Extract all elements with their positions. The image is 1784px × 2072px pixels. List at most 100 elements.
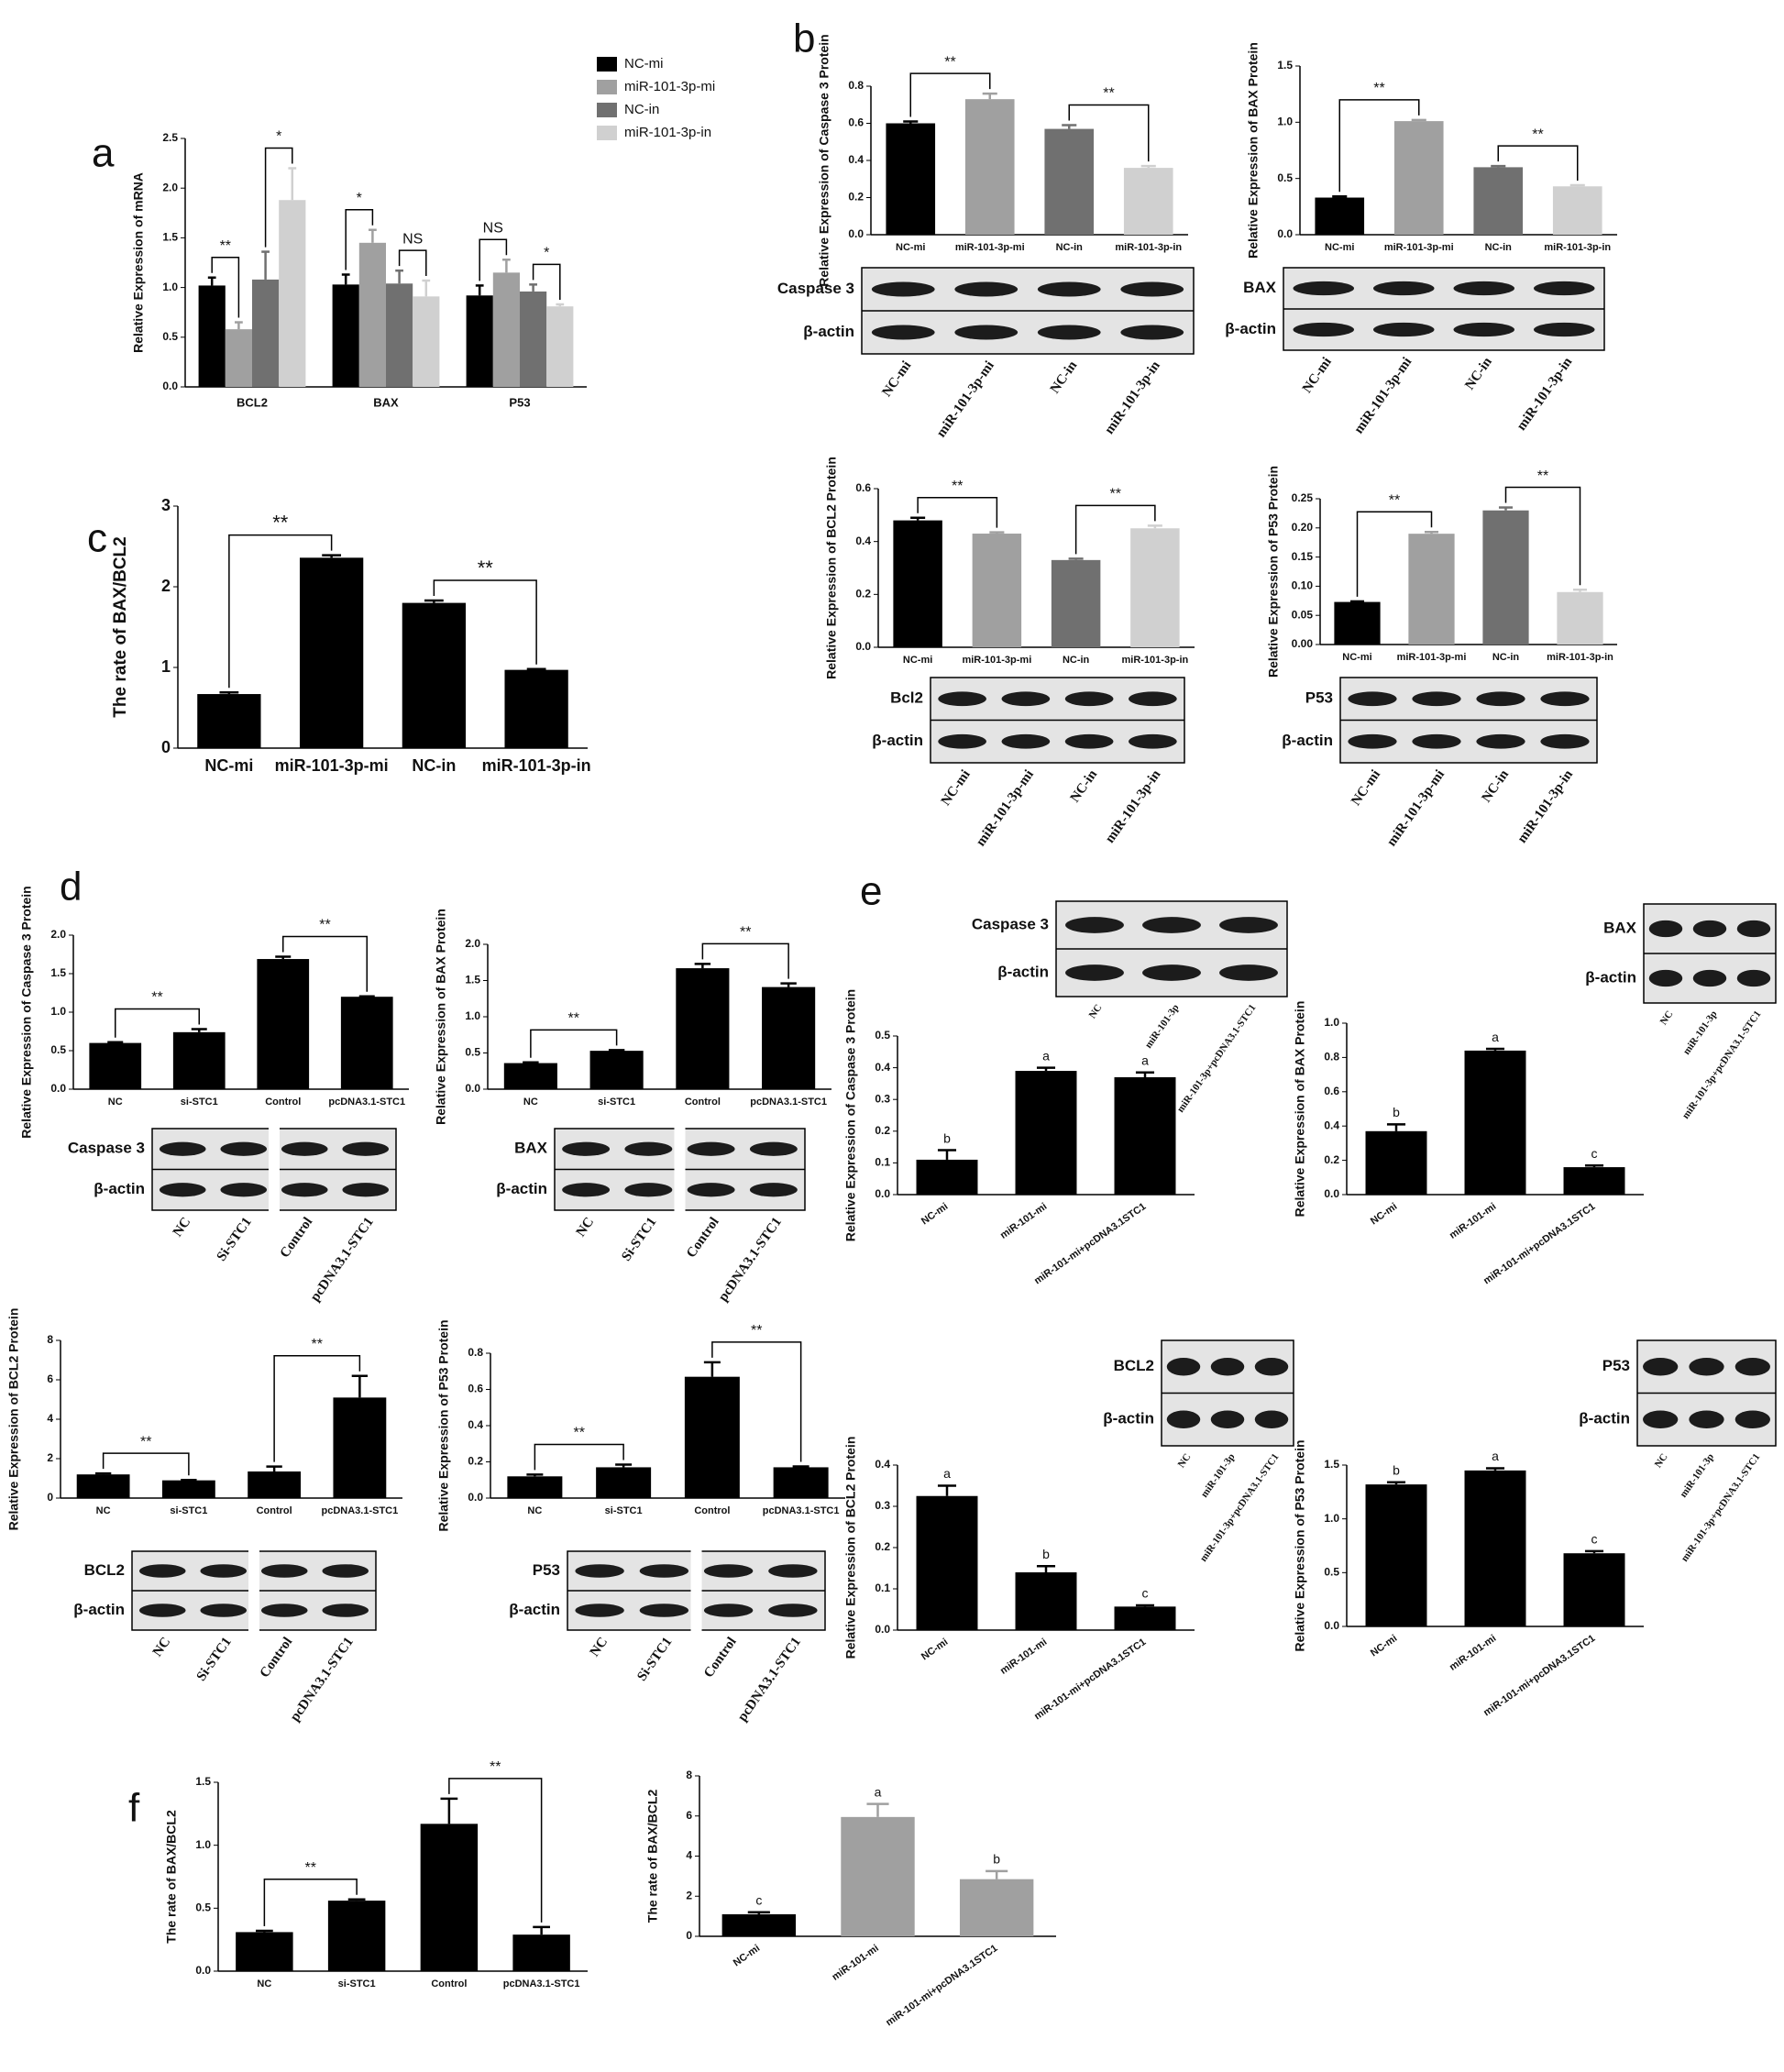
- x-tick-label: NC-mi: [1325, 242, 1354, 253]
- blot-lane-label: NC-mi: [1300, 355, 1335, 396]
- blot-band: [1254, 1410, 1289, 1429]
- x-tick-label: pcDNA3.1-STC1: [503, 1978, 580, 1989]
- x-tick-label: pcDNA3.1-STC1: [322, 1505, 399, 1516]
- bar: [520, 291, 547, 387]
- y-tick-label: 1.0: [50, 1005, 66, 1018]
- x-tick-label: miR-101-3p-mi: [955, 242, 1025, 253]
- significance-bracket: [345, 208, 374, 270]
- blot-band: [159, 1183, 206, 1197]
- y-tick-label: 2: [686, 1889, 692, 1901]
- y-axis-label: Relative Expression of P53 Protein: [1266, 466, 1281, 678]
- blot-band: [687, 1141, 735, 1156]
- bar: [1464, 1050, 1526, 1195]
- blot-row-label: Caspase 3: [68, 1140, 145, 1157]
- blot-lane-label: NC-mi: [879, 358, 914, 400]
- y-tick-label: 0.20: [1292, 521, 1314, 534]
- x-tick-label: miR-101-mi+pcDNA3.1STC1: [1481, 1201, 1597, 1286]
- significance-label: NS: [402, 231, 423, 247]
- blot-lane-label: miR-101-3p: [1681, 1008, 1720, 1056]
- y-tick-label: 0.4: [1324, 1119, 1339, 1131]
- bar: [332, 284, 359, 387]
- y-tick-label: 0: [47, 1491, 53, 1504]
- bar: [248, 1471, 302, 1498]
- y-tick-label: 2.5: [162, 131, 178, 144]
- x-tick-label: NC: [108, 1097, 123, 1108]
- x-tick-label: miR-101-mi: [1448, 1633, 1498, 1673]
- x-tick-label: miR-101-3p-in: [482, 756, 591, 775]
- y-tick-label: 0.8: [848, 79, 864, 92]
- blot-lane-label: NC-in: [1048, 358, 1081, 397]
- x-tick-label: miR-101-mi: [998, 1201, 1049, 1241]
- legend-swatch: [597, 57, 617, 72]
- blot-band: [1734, 1357, 1770, 1376]
- bar: [676, 968, 730, 1089]
- blot-band: [1689, 1410, 1724, 1429]
- blot-band: [138, 1604, 186, 1617]
- significance-bracket: [448, 1778, 543, 1923]
- significance-label: **: [751, 1323, 762, 1339]
- blot-band: [1037, 281, 1101, 297]
- blot-band: [1453, 281, 1514, 296]
- y-tick-label: 0.5: [1324, 1566, 1339, 1579]
- bar: [841, 1816, 915, 1936]
- x-tick-label: NC-mi: [1369, 1201, 1399, 1227]
- blot-lane-label: Control: [684, 1215, 722, 1261]
- y-tick-label: 8: [47, 1333, 53, 1346]
- bar: [1123, 168, 1173, 235]
- significance-bracket: [534, 1443, 624, 1471]
- blot-lane-label: NC: [1176, 1451, 1194, 1470]
- panel-letter: c: [87, 516, 107, 561]
- significance-label: **: [319, 918, 330, 933]
- blot-band: [1540, 691, 1590, 707]
- y-tick-label: 0.0: [1324, 1187, 1339, 1200]
- bar: [1051, 559, 1101, 647]
- significance-letter: a: [1492, 1030, 1499, 1044]
- panel-letter: e: [860, 869, 882, 914]
- blot-band: [1692, 920, 1727, 938]
- blot-band: [1219, 964, 1278, 981]
- bar: [420, 1824, 479, 1971]
- blot-band: [260, 1604, 308, 1617]
- significance-bracket: [433, 579, 537, 665]
- significance-letter: c: [755, 1892, 762, 1907]
- blot-gap: [269, 1128, 280, 1211]
- blot-band: [159, 1141, 206, 1156]
- x-tick-label: miR-101-3p-mi: [1384, 242, 1454, 253]
- blot-band: [1293, 322, 1354, 337]
- blot-row-label: β-actin: [94, 1180, 145, 1197]
- y-axis-label: The rate of BAX/BCL2: [645, 1790, 660, 1923]
- blot-band: [1001, 691, 1051, 707]
- blot-row-label: β-actin: [1225, 320, 1276, 337]
- blot-band: [575, 1564, 624, 1578]
- x-tick-label: Control: [257, 1505, 292, 1516]
- y-tick-label: 0.0: [468, 1491, 483, 1504]
- blot-row-label: β-actin: [509, 1601, 560, 1618]
- blot-lane-label: pcDNA3.1-STC1: [308, 1215, 377, 1305]
- blot-band: [1412, 733, 1461, 749]
- legend-swatch: [597, 103, 617, 117]
- y-tick-label: 0.2: [468, 1455, 483, 1468]
- blot-band: [749, 1183, 798, 1197]
- bar: [1365, 1484, 1427, 1626]
- y-tick-label: 1.5: [1277, 59, 1293, 72]
- x-tick-label: NC-mi: [732, 1943, 762, 1968]
- y-tick-label: 0.3: [875, 1499, 890, 1512]
- blot-band: [1689, 1357, 1724, 1376]
- significance-label: **: [740, 925, 751, 941]
- blot-band: [1476, 691, 1525, 707]
- x-tick-label: miR-101-mi: [1448, 1201, 1498, 1241]
- y-tick-label: 6: [47, 1372, 53, 1385]
- bar: [1315, 197, 1365, 235]
- significance-bracket: [1356, 511, 1433, 597]
- blot-row-label: P53: [533, 1561, 560, 1579]
- y-tick-label: 2: [47, 1451, 53, 1464]
- significance-bracket: [264, 147, 293, 248]
- blot-band: [281, 1141, 328, 1156]
- blot-lane-label: miR-101-3p: [1678, 1451, 1716, 1499]
- y-axis-label: The rate of BAX/BCL2: [164, 1810, 179, 1944]
- blot-band: [1254, 1357, 1289, 1376]
- significance-letter: b: [1042, 1547, 1050, 1561]
- significance-letter: a: [875, 1784, 882, 1799]
- bar: [358, 242, 386, 387]
- bar: [916, 1159, 978, 1195]
